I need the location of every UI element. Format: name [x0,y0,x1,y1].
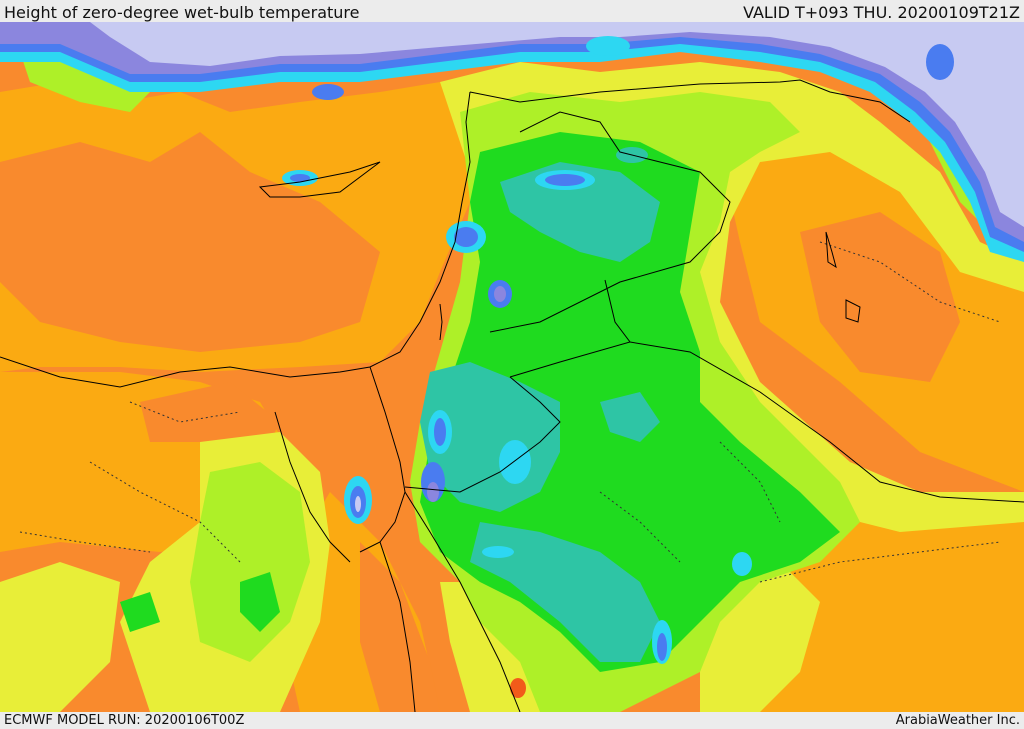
map-canvas [0,22,1024,712]
northern-band [0,22,1024,262]
inland-lakes [439,231,861,341]
map-title: Height of zero-degree wet-bulb temperatu… [4,3,360,22]
valid-time: VALID T+093 THU. 20200109T21Z [743,3,1020,22]
footer-bar: ECMWF MODEL RUN: 20200106T00Z ArabiaWeat… [0,712,1024,729]
model-run-label: ECMWF MODEL RUN: 20200106T00Z [4,713,245,728]
header-bar: Height of zero-degree wet-bulb temperatu… [0,0,1024,22]
credit-label: ArabiaWeather Inc. [895,713,1020,728]
coastlines [0,79,1024,712]
cold-spots [282,147,752,664]
deep-orange-patches [0,132,960,712]
hot-spot [510,678,526,698]
forecast-map[interactable] [0,22,1024,712]
admin-boundaries [19,241,1001,583]
